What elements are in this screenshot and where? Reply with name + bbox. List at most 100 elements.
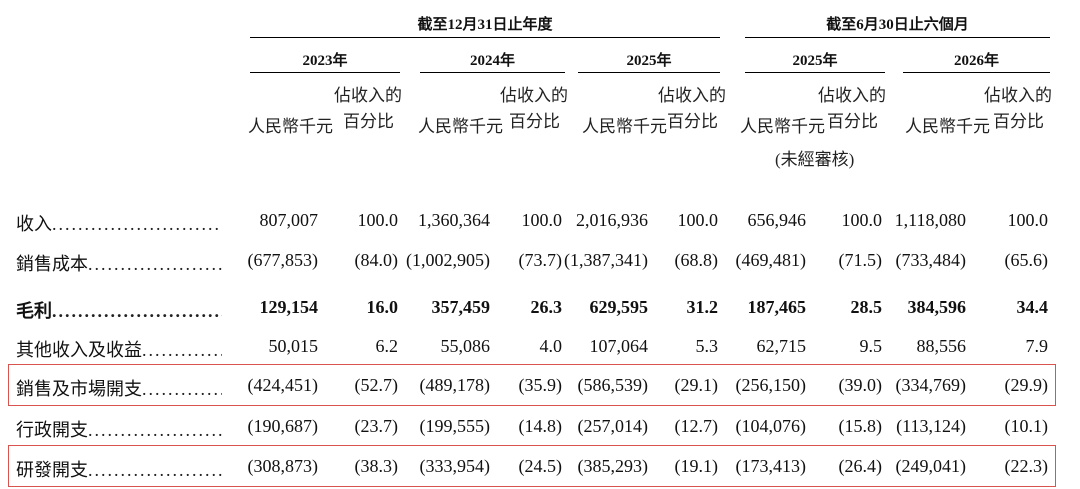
cell-pct-2025: (12.7) [674,416,719,436]
year-header-2025-6m: 2025年 [792,53,838,69]
cell-rmb-2026-6m: (249,041) [895,456,967,476]
unit-pct-line1: 佔收入的 [500,86,568,105]
cell-pct-2026-6m: 100.0 [1007,210,1049,230]
cell-pct-2025-6m: (39.0) [838,375,883,395]
cell-rmb-2026-6m: 384,596 [907,297,967,317]
unit-pct-line2: 百分比 [993,112,1044,131]
dot-leader: ........................................… [52,301,222,321]
cell-rmb-2023: (424,451) [247,375,319,395]
cell-rmb-2025-6m: (173,413) [735,456,807,476]
cell-pct-2025-6m: (26.4) [838,456,883,476]
cell-pct-2024: 100.0 [521,210,563,230]
cell-pct-2023: 100.0 [357,210,399,230]
cell-pct-2026-6m: 7.9 [1025,336,1049,356]
cell-rmb-2026-6m: (334,769) [895,375,967,395]
unaudited-note: (未經審核) [775,150,855,169]
cell-pct-2024: (73.7) [518,250,563,270]
cell-pct-2024: (24.5) [518,456,563,476]
cell-rmb-2025-6m: 62,715 [756,336,807,356]
cell-rmb-2024: 357,459 [431,297,491,317]
cell-rmb-2025: (257,014) [577,416,649,436]
rule-year-2025-6m [745,72,885,73]
cell-rmb-2023: (677,853) [247,250,319,270]
cell-pct-2023: 16.0 [366,297,399,317]
row-label: 行政開支....................................… [16,416,222,442]
unit-pct-2024: 佔收入的 百分比 [500,83,568,135]
cell-rmb-2026-6m: (733,484) [895,250,967,270]
cell-rmb-2025-6m: 656,946 [747,210,807,230]
cell-pct-2025: (29.1) [674,375,719,395]
highlight-rnd-expenses [8,445,1056,487]
unit-rmb-2024: 人民幣千元 [418,117,503,136]
unit-rmb-2026-6m: 人民幣千元 [905,117,990,136]
row-label: 其他收入及收益.................................… [16,336,222,362]
unit-pct-2026-6m: 佔收入的 百分比 [984,83,1052,135]
year-header-2023: 2023年 [302,53,348,69]
dot-leader: ........................................… [88,254,222,274]
highlight-selling-expenses [8,364,1056,406]
rule-year-2026-6m [903,72,1050,73]
cell-rmb-2023: (308,873) [247,456,319,476]
dot-leader: ........................................… [142,340,222,360]
unit-pct-line1: 佔收入的 [658,86,726,105]
cell-pct-2025: 100.0 [677,210,719,230]
row-label-text: 銷售及市場開支 [16,379,142,399]
dot-leader: ........................................… [88,460,222,480]
cell-rmb-2025-6m: (104,076) [735,416,807,436]
cell-pct-2024: (14.8) [518,416,563,436]
dot-leader: ........................................… [142,379,222,399]
unit-pct-line1: 佔收入的 [334,86,402,105]
cell-pct-2025-6m: 28.5 [850,297,883,317]
unit-rmb-2025: 人民幣千元 [582,117,667,136]
rule-year-2025 [578,72,720,73]
cell-rmb-2024: (489,178) [419,375,491,395]
unit-pct-2025-6m: 佔收入的 百分比 [818,83,886,135]
row-label: 銷售及市場開支.................................… [16,375,222,401]
dot-leader: ........................................… [88,420,222,440]
cell-pct-2025: (68.8) [674,250,719,270]
cell-rmb-2025: 2,016,936 [576,210,648,230]
cell-rmb-2025: 107,064 [589,336,649,356]
cell-pct-2024: (35.9) [518,375,563,395]
year-header-2024: 2024年 [469,53,515,69]
cell-pct-2026-6m: (22.3) [1004,456,1049,476]
cell-pct-2024: 4.0 [539,336,563,356]
header-six-months-group: 截至6月30日止六個月 [826,17,969,33]
cell-pct-2025-6m: 100.0 [841,210,883,230]
unit-pct-2025: 佔收入的 百分比 [658,83,726,135]
row-label-text: 毛利 [16,301,52,321]
row-label: 銷售成本....................................… [16,250,222,276]
unit-rmb-2025-6m: 人民幣千元 [740,117,825,136]
cell-rmb-2025-6m: (469,481) [735,250,807,270]
row-label-text: 其他收入及收益 [16,340,142,360]
unit-pct-line2: 百分比 [509,112,560,131]
unit-pct-line2: 百分比 [667,112,718,131]
cell-pct-2026-6m: (65.6) [1004,250,1049,270]
unit-pct-line1: 佔收入的 [818,86,886,105]
cell-rmb-2025: 629,595 [589,297,649,317]
rule-six-months-group [745,37,1050,38]
cell-rmb-2024: 1,360,364 [418,210,490,230]
rule-fiscal-group [250,37,720,38]
cell-rmb-2023: 807,007 [259,210,319,230]
cell-pct-2025: (19.1) [674,456,719,476]
unit-pct-2023: 佔收入的 百分比 [334,83,402,135]
cell-pct-2023: (84.0) [354,250,399,270]
cell-rmb-2025: (586,539) [577,375,649,395]
cell-rmb-2025: (1,387,341) [564,250,648,270]
cell-pct-2025: 5.3 [695,336,719,356]
cell-rmb-2026-6m: 88,556 [916,336,967,356]
cell-pct-2025: 31.2 [686,297,719,317]
cell-rmb-2023: 50,015 [268,336,319,356]
header-fiscal-year-group: 截至12月31日止年度 [417,17,553,33]
rule-year-2023 [250,72,400,73]
unit-pct-line2: 百分比 [827,112,878,131]
cell-rmb-2024: (199,555) [419,416,491,436]
unit-pct-line1: 佔收入的 [984,86,1052,105]
unit-rmb-2023: 人民幣千元 [248,117,333,136]
cell-pct-2025-6m: (71.5) [838,250,883,270]
cell-pct-2026-6m: 34.4 [1016,297,1049,317]
cell-rmb-2025-6m: (256,150) [735,375,807,395]
cell-rmb-2023: 129,154 [259,297,319,317]
cell-pct-2024: 26.3 [530,297,563,317]
